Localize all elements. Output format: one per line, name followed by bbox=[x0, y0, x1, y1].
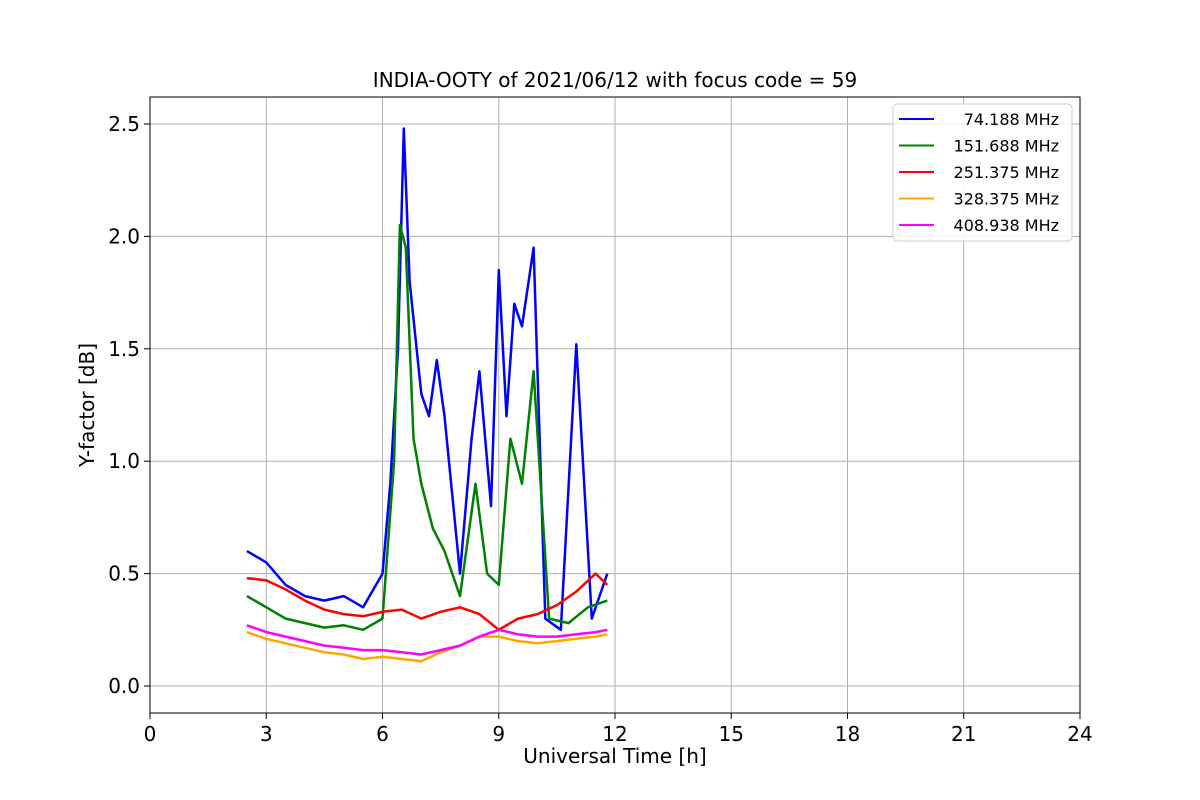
y-tick-label: 1.0 bbox=[108, 449, 140, 473]
y-tick-label: 2.5 bbox=[108, 112, 140, 136]
y-tick-label: 0.0 bbox=[108, 674, 140, 698]
series-line-4 bbox=[246, 630, 608, 663]
chart-title: INDIA-OOTY of 2021/06/12 with focus code… bbox=[373, 68, 857, 92]
series-line-2 bbox=[246, 223, 608, 632]
x-tick-label: 15 bbox=[719, 722, 744, 746]
x-axis-label: Universal Time [h] bbox=[523, 744, 706, 768]
legend: 74.188 MHz 151.688 MHz 251.375 MHz 328.375 … bbox=[892, 103, 1073, 242]
x-axis-ticks: 0 3 6 9 12 15 18 21 24 bbox=[144, 713, 1093, 746]
legend-label-3: 251.375 MHz bbox=[954, 163, 1059, 182]
y-axis-ticks: 0.0 0.5 1.0 1.5 2.0 2.5 bbox=[108, 112, 150, 698]
y-tick-label: 1.5 bbox=[108, 337, 140, 361]
x-tick-label: 21 bbox=[951, 722, 976, 746]
legend-label-5: 408.938 MHz bbox=[954, 216, 1059, 235]
x-tick-label: 12 bbox=[602, 722, 627, 746]
series-line-5 bbox=[246, 624, 608, 656]
x-tick-label: 6 bbox=[376, 722, 389, 746]
legend-box bbox=[892, 103, 1073, 242]
x-tick-label: 3 bbox=[260, 722, 273, 746]
y-axis-label: Y-factor [dB] bbox=[75, 343, 99, 468]
y-tick-label: 2.0 bbox=[108, 224, 140, 248]
series-lines bbox=[246, 127, 609, 663]
legend-label-4: 328.375 MHz bbox=[954, 190, 1059, 209]
series-line-3 bbox=[246, 572, 609, 632]
x-tick-label: 24 bbox=[1067, 722, 1092, 746]
x-tick-label: 0 bbox=[144, 722, 157, 746]
legend-label-2: 151.688 MHz bbox=[954, 137, 1059, 156]
x-tick-label: 18 bbox=[835, 722, 860, 746]
legend-label-1: 74.188 MHz bbox=[964, 110, 1059, 129]
series-line-1 bbox=[246, 127, 609, 632]
y-tick-label: 0.5 bbox=[108, 562, 140, 586]
x-tick-label: 9 bbox=[492, 722, 505, 746]
